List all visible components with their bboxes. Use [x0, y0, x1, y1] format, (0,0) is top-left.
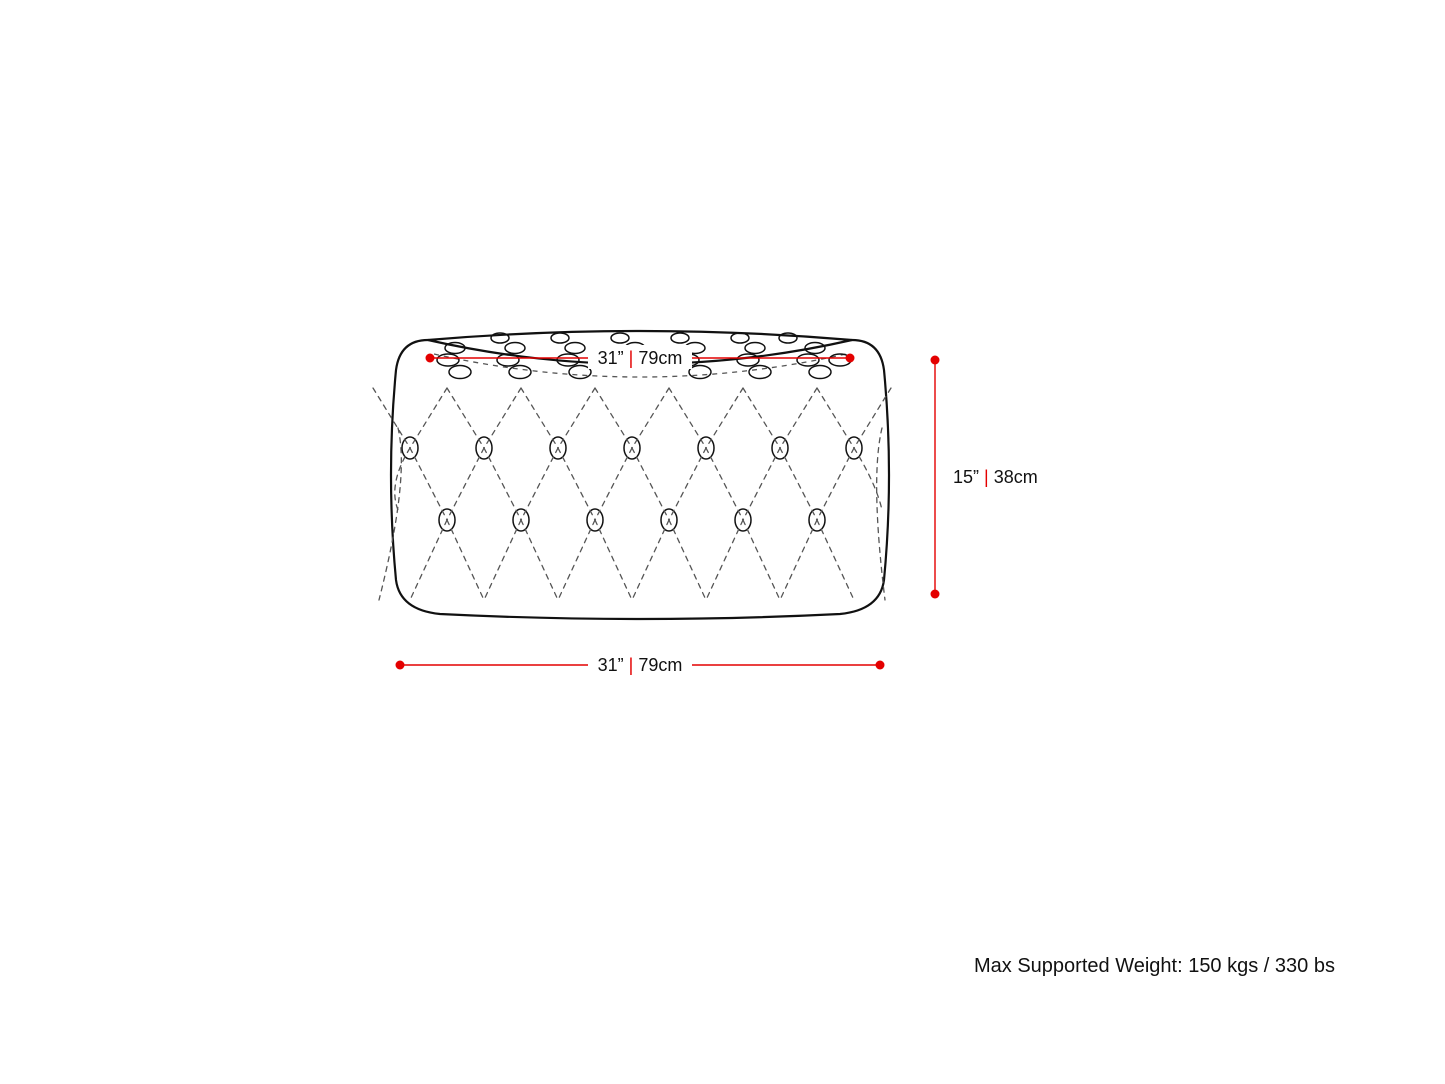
tuft-dash [447, 520, 484, 600]
dim-top-dot-left [426, 354, 435, 363]
top-button-r3-c2 [569, 366, 591, 379]
tuft-dash [484, 388, 521, 448]
top-button-r0-c4 [731, 333, 749, 343]
dim-top-label-text: 31” | 79cm [598, 348, 683, 368]
tuft-dash [817, 448, 854, 520]
tuft-dash [817, 388, 854, 448]
tuft-dash [632, 520, 669, 600]
dim-top-label: 31” | 79cm [588, 345, 692, 369]
tuft-dash [780, 520, 817, 600]
top-button-r2-c0 [437, 354, 459, 366]
tuft-dash [743, 388, 780, 448]
tuft-dash [595, 388, 632, 448]
tuft-dash [669, 448, 706, 520]
max-weight-note: Max Supported Weight: 150 kgs / 330 bs [974, 955, 1335, 978]
top-button-r1-c1 [505, 343, 525, 354]
top-button-r1-c5 [745, 343, 765, 354]
tuft-dash [706, 448, 743, 520]
tuft-dash [521, 520, 558, 600]
dim-height-dot-bottom [931, 590, 940, 599]
tuft-dash [558, 388, 595, 448]
tuft-dash [595, 520, 632, 600]
top-button-r3-c5 [809, 366, 831, 379]
tuft-dash [484, 448, 521, 520]
dim-top-dot-right [846, 354, 855, 363]
tuft-dash [669, 520, 706, 600]
dim-bottom-label: 31” | 79cm [588, 652, 692, 676]
top-button-r3-c1 [509, 366, 531, 379]
top-button-r2-c5 [737, 354, 759, 366]
tuft-dash [632, 388, 669, 448]
tuft-dash [817, 520, 854, 600]
tuft-dash [410, 448, 447, 520]
top-button-r3-c3 [689, 366, 711, 379]
dim-height-label-text: 15” | 38cm [953, 467, 1038, 487]
tuft-dash [780, 448, 817, 520]
dim-bottom-dot-left [396, 661, 405, 670]
top-button-r3-c0 [449, 366, 471, 379]
tuft-dash [484, 520, 521, 600]
top-button-r1-c2 [565, 343, 585, 354]
tuft-dash [780, 388, 817, 448]
tuft-dash [632, 448, 669, 520]
tuft-dash [447, 388, 484, 448]
tuft-dash [706, 388, 743, 448]
dim-height-dot-top [931, 356, 940, 365]
top-button-r0-c1 [551, 333, 569, 343]
tuft-dash [743, 448, 780, 520]
tuft-dash [595, 448, 632, 520]
top-button-r3-c4 [749, 366, 771, 379]
dim-height-label: 15” | 38cm [953, 467, 1038, 487]
ottoman-body-outline [391, 340, 889, 619]
dim-bottom-dot-right [876, 661, 885, 670]
tuft-dash [743, 520, 780, 600]
tuft-dash [410, 520, 447, 600]
dim-bottom-label-text: 31” | 79cm [598, 655, 683, 675]
tuft-dash [558, 520, 595, 600]
tuft-dash [395, 448, 410, 510]
tuft-dash [521, 448, 558, 520]
tuft-dash [706, 520, 743, 600]
tuft-dash [410, 388, 447, 448]
tuft-dash [521, 388, 558, 448]
top-button-r0-c3 [671, 333, 689, 343]
tuft-dash [669, 388, 706, 448]
tuft-dash [447, 448, 484, 520]
top-button-r0-c2 [611, 333, 629, 343]
tuft-dash [854, 388, 891, 448]
tuft-dash [558, 448, 595, 520]
